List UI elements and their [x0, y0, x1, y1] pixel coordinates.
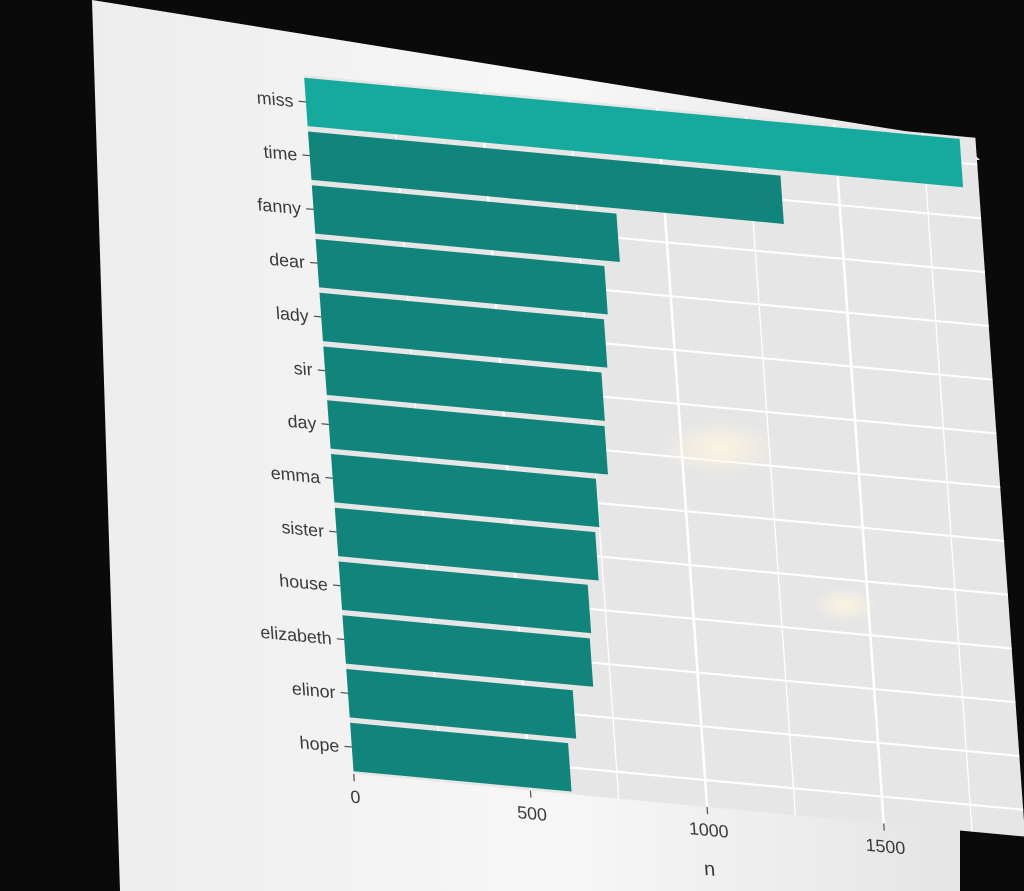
bar-day [327, 400, 608, 475]
x-tick-mark [529, 790, 532, 798]
y-tick-label-sister: sister [281, 517, 325, 541]
x-axis-ticks: 0 500 1000 1500 [350, 773, 906, 859]
bar-elizabeth [342, 615, 594, 687]
bars [304, 77, 964, 792]
y-tick-mark [310, 261, 318, 264]
bar-fanny [311, 185, 620, 263]
x-tick-mark [353, 773, 355, 782]
y-tick-label-miss: miss [256, 88, 294, 111]
y-tick-mark [313, 315, 322, 318]
y-tick-label-day: day [287, 411, 317, 434]
y-tick-mark [332, 584, 341, 587]
x-tick-label-1000: 1000 [688, 818, 729, 842]
bar-hope [350, 722, 572, 792]
bar-elinor [346, 669, 577, 739]
x-tick-mark [706, 806, 709, 815]
x-tick-mark [883, 823, 885, 831]
bar-house [338, 561, 592, 634]
bar-emma [330, 454, 600, 528]
x-axis-title: n [703, 858, 716, 881]
x-tick-label-0: 0 [350, 787, 361, 808]
y-tick-mark [302, 154, 310, 157]
y-tick-label-time: time [263, 142, 298, 165]
bar-sister [334, 507, 599, 581]
y-tick-label-emma: emma [270, 463, 321, 487]
y-tick-mark [340, 691, 349, 694]
bar-time [308, 131, 784, 224]
bar-miss [304, 77, 964, 188]
y-tick-label-house: house [279, 570, 329, 594]
bar-lady [319, 292, 608, 368]
y-tick-label-hope: hope [299, 732, 340, 756]
x-tick-label-1500: 1500 [865, 835, 906, 859]
bar-dear [315, 238, 608, 315]
y-tick-mark [344, 745, 352, 748]
bar-sir [323, 346, 605, 421]
y-tick-mark [298, 100, 306, 103]
y-tick-label-dear: dear [268, 249, 305, 272]
y-tick-mark [336, 638, 345, 641]
y-tick-mark [325, 476, 333, 479]
y-tick-mark [306, 208, 314, 211]
x-tick-label-500: 500 [516, 802, 547, 825]
light-glare-small [813, 587, 877, 623]
y-tick-mark [317, 369, 326, 372]
light-glare [660, 420, 780, 476]
y-tick-mark [321, 423, 329, 426]
y-tick-label-lady: lady [275, 303, 309, 326]
y-tick-label-fanny: fanny [257, 195, 302, 219]
y-tick-label-sir: sir [293, 358, 313, 380]
y-tick-label-elinor: elinor [291, 678, 336, 702]
y-tick-mark [329, 530, 337, 533]
